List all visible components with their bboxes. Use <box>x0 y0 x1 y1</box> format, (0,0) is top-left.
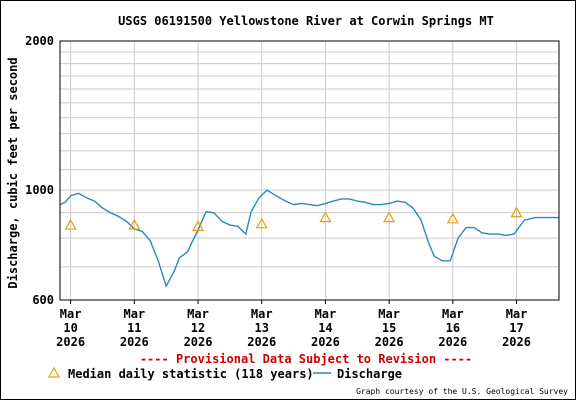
median-marker <box>64 218 77 230</box>
series-layer <box>59 189 559 288</box>
legend-discharge-label: Discharge <box>337 367 402 381</box>
y-axis-label: Discharge, cubic feet per second <box>6 57 20 288</box>
x-tick-label: 2026 <box>120 335 149 349</box>
discharge-line <box>59 189 559 288</box>
x-tick-label: Mar <box>187 307 209 321</box>
median-marker <box>192 220 205 231</box>
x-tick-label: Mar <box>123 307 145 321</box>
x-tick-label: 13 <box>254 321 268 335</box>
courtesy-note: Graph courtesy of the U.S. Geological Su… <box>356 387 568 396</box>
chart-title: USGS 06191500 Yellowstone River at Corwi… <box>118 14 494 28</box>
x-tick-label: 17 <box>509 321 523 335</box>
median-marker <box>383 211 396 223</box>
x-tick-label: 2026 <box>311 335 340 349</box>
legend-median-marker <box>47 366 61 378</box>
median-marker <box>128 218 141 230</box>
x-tick-labels: Mar102026Mar112026Mar122026Mar132026Mar1… <box>56 300 531 349</box>
x-tick-label: 14 <box>318 321 332 335</box>
x-tick-label: 2026 <box>502 335 531 349</box>
x-tick-label: 2026 <box>438 335 467 349</box>
y-tick-label: 2000 <box>25 34 54 48</box>
plot-border <box>59 40 560 301</box>
x-tick-label: Mar <box>251 307 273 321</box>
median-marker <box>319 211 332 223</box>
y-tick-label: 600 <box>32 293 54 307</box>
x-tick-label: 16 <box>446 321 460 335</box>
median-marker <box>446 212 459 224</box>
x-tick-label: Mar <box>506 307 528 321</box>
x-tick-label: Mar <box>442 307 464 321</box>
x-tick-label: Mar <box>60 307 82 321</box>
legend: Median daily statistic (118 years) Disch… <box>47 366 402 381</box>
x-tick-label: 2026 <box>247 335 276 349</box>
y-tick-labels: 2000 1000 600 <box>25 34 54 307</box>
y-tick-label: 1000 <box>25 183 54 197</box>
x-tick-label: 2026 <box>375 335 404 349</box>
x-tick-label: 2026 <box>184 335 213 349</box>
x-tick-label: Mar <box>315 307 337 321</box>
x-tick-label: 10 <box>63 321 77 335</box>
x-tick-label: 15 <box>382 321 396 335</box>
legend-median-label: Median daily statistic (118 years) <box>68 367 314 381</box>
x-tick-label: 2026 <box>56 335 85 349</box>
median-marker <box>255 217 268 229</box>
x-tick-label: Mar <box>378 307 400 321</box>
grid <box>60 41 559 300</box>
x-tick-label: 12 <box>191 321 205 335</box>
median-marker <box>510 206 523 218</box>
provisional-notice: ---- Provisional Data Subject to Revisio… <box>140 352 472 366</box>
x-tick-label: 11 <box>127 321 141 335</box>
